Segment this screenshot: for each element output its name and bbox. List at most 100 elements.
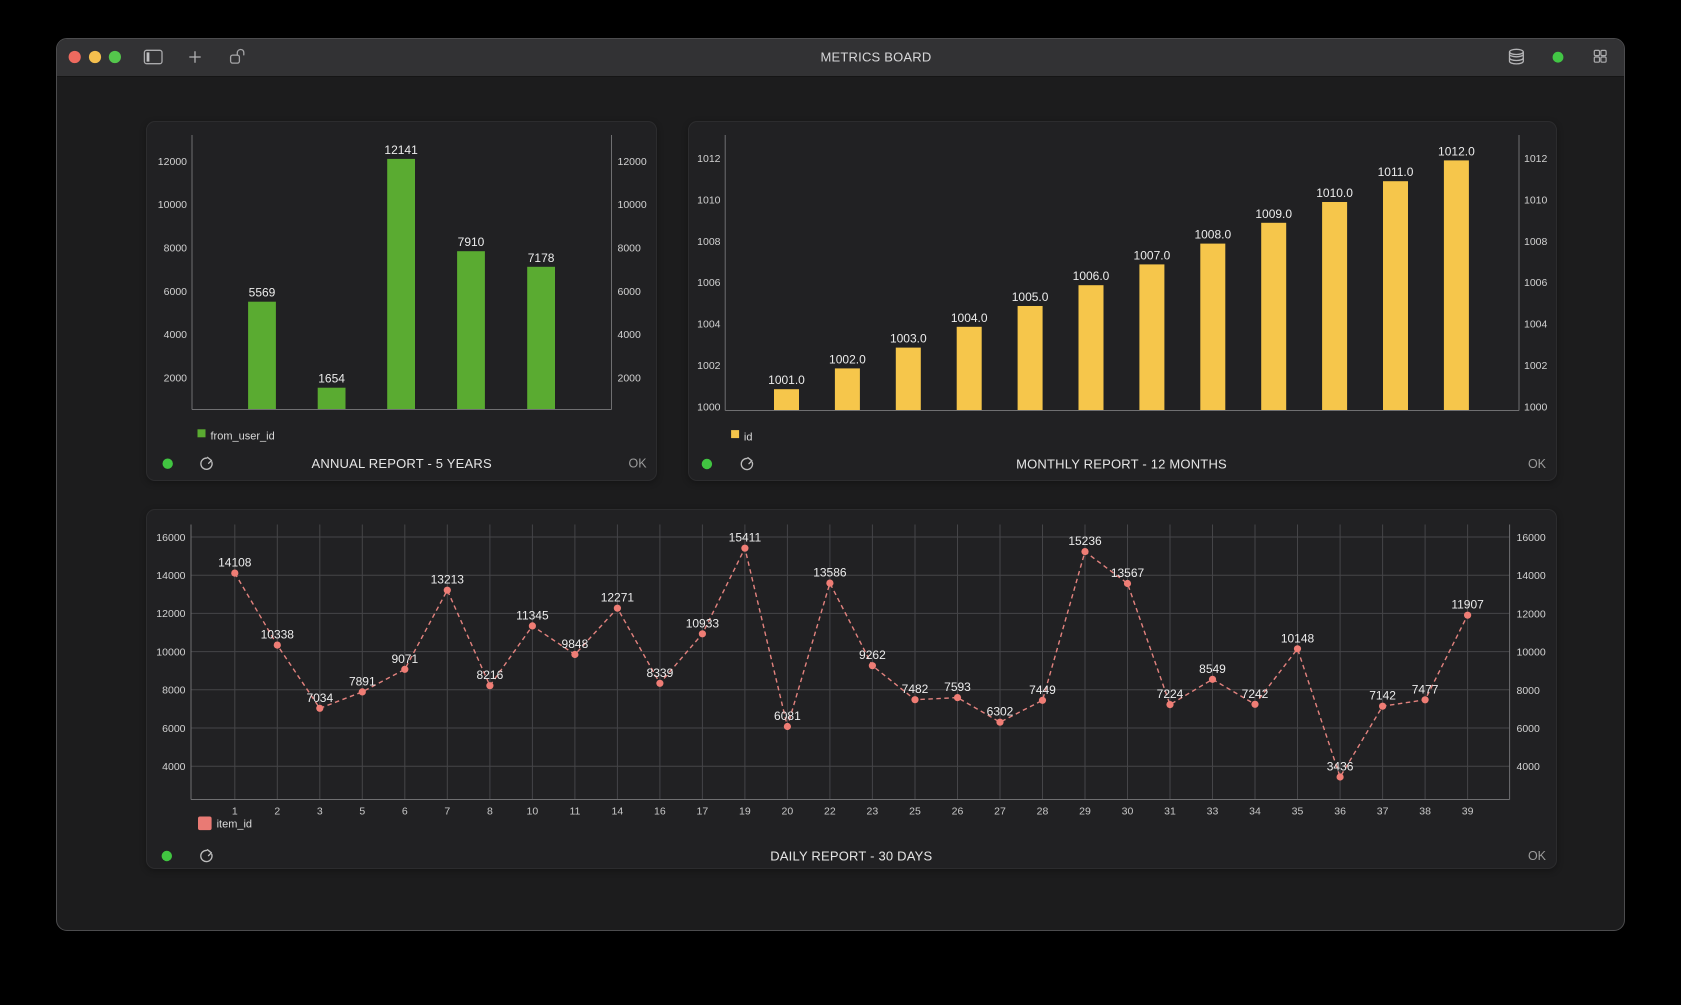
svg-text:7891: 7891 — [349, 674, 376, 688]
svg-text:OK: OK — [1528, 849, 1547, 863]
svg-text:1004: 1004 — [697, 319, 721, 331]
svg-text:7593: 7593 — [944, 680, 971, 694]
svg-text:9262: 9262 — [859, 648, 886, 662]
svg-text:29: 29 — [1079, 805, 1091, 817]
svg-text:11: 11 — [569, 805, 580, 817]
svg-text:23: 23 — [867, 805, 879, 817]
svg-text:4000: 4000 — [162, 761, 186, 773]
svg-text:10338: 10338 — [261, 628, 295, 642]
svg-text:20: 20 — [782, 805, 794, 817]
svg-text:1002.0: 1002.0 — [829, 352, 866, 366]
svg-text:16000: 16000 — [156, 532, 185, 544]
svg-text:8549: 8549 — [1199, 662, 1226, 676]
svg-text:1012.0: 1012.0 — [1438, 144, 1475, 158]
svg-text:1012: 1012 — [1524, 153, 1548, 165]
svg-text:10000: 10000 — [618, 199, 647, 211]
svg-text:7449: 7449 — [1029, 683, 1056, 697]
svg-text:14000: 14000 — [156, 570, 185, 582]
svg-text:8: 8 — [487, 805, 493, 817]
svg-text:OK: OK — [1528, 457, 1547, 471]
svg-text:14000: 14000 — [1517, 570, 1546, 582]
svg-text:39: 39 — [1462, 805, 1474, 817]
svg-text:30: 30 — [1122, 805, 1134, 817]
svg-text:ANNUAL REPORT - 5 YEARS: ANNUAL REPORT - 5 YEARS — [311, 456, 492, 471]
svg-text:1002: 1002 — [697, 360, 721, 372]
svg-text:3436: 3436 — [1327, 760, 1354, 774]
svg-text:26: 26 — [952, 805, 964, 817]
svg-text:1006: 1006 — [697, 277, 721, 289]
svg-text:1: 1 — [232, 805, 238, 817]
svg-text:1007.0: 1007.0 — [1134, 248, 1171, 262]
svg-text:35: 35 — [1292, 805, 1304, 817]
svg-text:10: 10 — [527, 805, 539, 817]
svg-text:7178: 7178 — [528, 251, 555, 265]
svg-text:1008.0: 1008.0 — [1194, 228, 1231, 242]
svg-text:12271: 12271 — [601, 591, 635, 605]
svg-text:7482: 7482 — [902, 682, 929, 696]
svg-text:25: 25 — [909, 805, 921, 817]
svg-text:2000: 2000 — [164, 372, 188, 384]
svg-text:6000: 6000 — [164, 286, 188, 298]
svg-text:1002: 1002 — [1524, 360, 1548, 372]
svg-text:16000: 16000 — [1517, 532, 1546, 544]
svg-text:6000: 6000 — [162, 723, 186, 735]
svg-text:METRICS BOARD: METRICS BOARD — [821, 50, 932, 65]
svg-text:7: 7 — [444, 805, 450, 817]
svg-text:1654: 1654 — [318, 372, 345, 386]
svg-text:11345: 11345 — [516, 608, 549, 622]
svg-text:8000: 8000 — [1517, 685, 1541, 697]
svg-text:8000: 8000 — [164, 243, 188, 255]
svg-text:MONTHLY REPORT - 12 MONTHS: MONTHLY REPORT - 12 MONTHS — [1016, 457, 1227, 472]
svg-text:1004.0: 1004.0 — [951, 311, 988, 325]
svg-text:12141: 12141 — [384, 143, 418, 157]
svg-text:3: 3 — [317, 805, 323, 817]
svg-text:22: 22 — [824, 805, 836, 817]
svg-text:5569: 5569 — [249, 286, 276, 300]
svg-text:DAILY REPORT - 30 DAYS: DAILY REPORT - 30 DAYS — [770, 849, 932, 864]
svg-text:7224: 7224 — [1157, 687, 1184, 701]
svg-text:1005.0: 1005.0 — [1012, 290, 1049, 304]
svg-text:7477: 7477 — [1412, 682, 1439, 696]
svg-text:1010: 1010 — [1524, 194, 1548, 206]
svg-text:8216: 8216 — [477, 668, 504, 682]
svg-text:34: 34 — [1249, 805, 1261, 817]
svg-text:10933: 10933 — [686, 616, 720, 630]
svg-text:10000: 10000 — [1517, 647, 1546, 659]
svg-text:7034: 7034 — [306, 691, 333, 705]
svg-text:38: 38 — [1419, 805, 1431, 817]
svg-text:13586: 13586 — [813, 566, 847, 580]
svg-text:11907: 11907 — [1451, 598, 1484, 612]
svg-text:36: 36 — [1334, 805, 1346, 817]
svg-text:12000: 12000 — [156, 608, 185, 620]
svg-text:4000: 4000 — [618, 329, 642, 341]
svg-text:14: 14 — [612, 805, 624, 817]
svg-text:8339: 8339 — [647, 666, 674, 680]
svg-text:1004: 1004 — [1524, 319, 1548, 331]
svg-text:2000: 2000 — [618, 372, 642, 384]
svg-text:2: 2 — [274, 805, 280, 817]
svg-text:16: 16 — [654, 805, 666, 817]
svg-text:1011.0: 1011.0 — [1378, 165, 1414, 179]
svg-text:from_user_id: from_user_id — [211, 431, 275, 443]
svg-text:37: 37 — [1377, 805, 1389, 817]
svg-text:8000: 8000 — [162, 685, 186, 697]
svg-text:item_id: item_id — [217, 819, 252, 831]
svg-text:9071: 9071 — [391, 652, 418, 666]
svg-text:6302: 6302 — [987, 705, 1014, 719]
svg-text:27: 27 — [994, 805, 1006, 817]
svg-text:13213: 13213 — [431, 573, 465, 587]
svg-text:31: 31 — [1164, 805, 1176, 817]
svg-text:12000: 12000 — [158, 156, 187, 168]
svg-text:10000: 10000 — [156, 646, 185, 658]
svg-text:10148: 10148 — [1281, 631, 1315, 645]
svg-text:7142: 7142 — [1369, 689, 1396, 703]
svg-text:12000: 12000 — [618, 156, 647, 168]
svg-text:13567: 13567 — [1111, 566, 1145, 580]
svg-text:4000: 4000 — [164, 329, 188, 341]
svg-text:1003.0: 1003.0 — [890, 332, 927, 346]
svg-text:1012: 1012 — [697, 153, 721, 165]
svg-text:1009.0: 1009.0 — [1255, 207, 1292, 221]
svg-text:6081: 6081 — [774, 709, 801, 723]
svg-text:4000: 4000 — [1517, 761, 1541, 773]
svg-text:id: id — [744, 432, 753, 444]
